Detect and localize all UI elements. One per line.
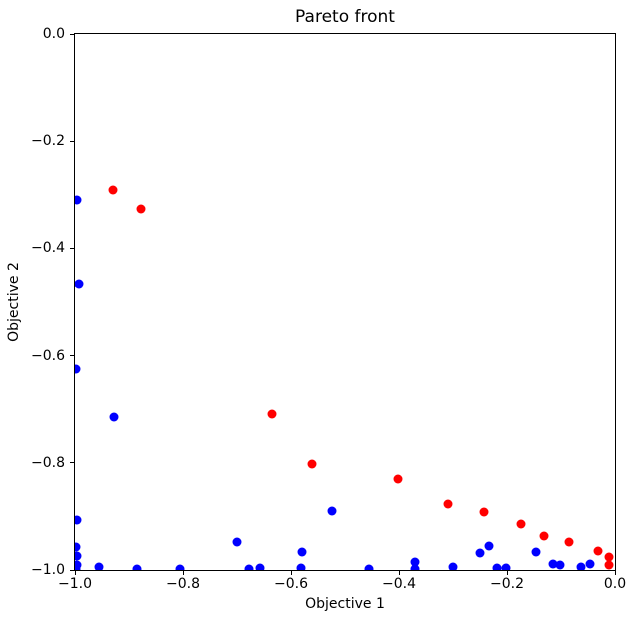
x-tick-label: −0.8 (166, 576, 200, 592)
data-point-population-points (244, 564, 254, 570)
data-point-population-points (75, 515, 82, 525)
y-tick (70, 33, 74, 35)
y-tick-label: −0.6 (31, 347, 65, 364)
x-tick-label: −0.2 (490, 576, 524, 592)
data-point-population-points (475, 548, 485, 558)
data-point-population-points (296, 563, 306, 570)
y-tick (70, 140, 74, 142)
data-point-population-points (492, 563, 502, 570)
plot-area (74, 33, 616, 571)
y-tick (70, 355, 74, 357)
data-point-population-points (531, 547, 541, 557)
data-point-population-points (75, 542, 81, 552)
data-point-population-points (410, 557, 420, 567)
data-point-pareto-front-points (267, 409, 277, 419)
y-tick-label: −1.0 (31, 562, 65, 578)
data-point-population-points (232, 537, 242, 547)
data-point-population-points (255, 563, 265, 570)
x-tick (398, 571, 400, 575)
data-point-population-points (75, 560, 82, 570)
data-point-population-points (410, 564, 420, 570)
data-point-population-points (576, 562, 586, 570)
data-point-population-points (484, 541, 494, 551)
data-point-population-points (364, 564, 374, 570)
data-point-pareto-front-points (479, 507, 489, 517)
data-point-pareto-front-points (443, 499, 453, 509)
data-point-population-points (109, 412, 119, 422)
data-point-population-points (555, 560, 565, 570)
x-tick (614, 571, 616, 575)
data-point-pareto-front-points (539, 531, 549, 541)
data-point-population-points (548, 559, 558, 569)
y-tick-label: −0.4 (31, 240, 65, 257)
data-point-population-points (585, 559, 595, 569)
x-tick (506, 571, 508, 575)
data-point-population-points (297, 547, 307, 557)
data-point-population-points (75, 551, 82, 561)
data-point-pareto-front-points (604, 552, 614, 562)
y-tick (70, 462, 74, 464)
x-tick (74, 571, 76, 575)
data-point-pareto-front-points (604, 560, 614, 570)
data-point-population-points (75, 364, 81, 374)
data-point-pareto-front-points (136, 204, 146, 214)
data-point-population-points (501, 563, 511, 570)
data-point-population-points (75, 195, 82, 205)
x-tick-label: −0.4 (382, 576, 416, 592)
data-point-population-points (75, 564, 81, 570)
data-point-population-points (448, 562, 458, 570)
y-tick (70, 569, 74, 571)
data-point-population-points (132, 564, 142, 570)
x-tick (290, 571, 292, 575)
y-tick-label: −0.2 (31, 133, 65, 150)
y-tick (70, 247, 74, 249)
chart-title: Pareto front (295, 7, 395, 27)
x-axis-label: Objective 1 (305, 596, 385, 612)
x-tick-label: −1.0 (58, 576, 92, 592)
data-point-pareto-front-points (564, 537, 574, 547)
data-point-pareto-front-points (307, 459, 317, 469)
data-point-pareto-front-points (593, 546, 603, 556)
data-point-population-points (94, 562, 104, 570)
data-point-pareto-front-points (516, 519, 526, 529)
data-point-population-points (327, 506, 336, 516)
y-tick-label: −0.8 (31, 454, 65, 471)
y-tick-label: 0.0 (42, 26, 65, 42)
data-point-pareto-front-points (393, 474, 403, 484)
x-tick-label: −0.6 (274, 576, 308, 592)
y-axis-label: Objective 2 (6, 262, 22, 342)
x-tick (182, 571, 184, 575)
data-point-pareto-front-points (108, 185, 118, 195)
data-point-population-points (75, 279, 84, 289)
x-tick-label: 0.0 (603, 576, 627, 592)
data-point-population-points (175, 564, 185, 570)
